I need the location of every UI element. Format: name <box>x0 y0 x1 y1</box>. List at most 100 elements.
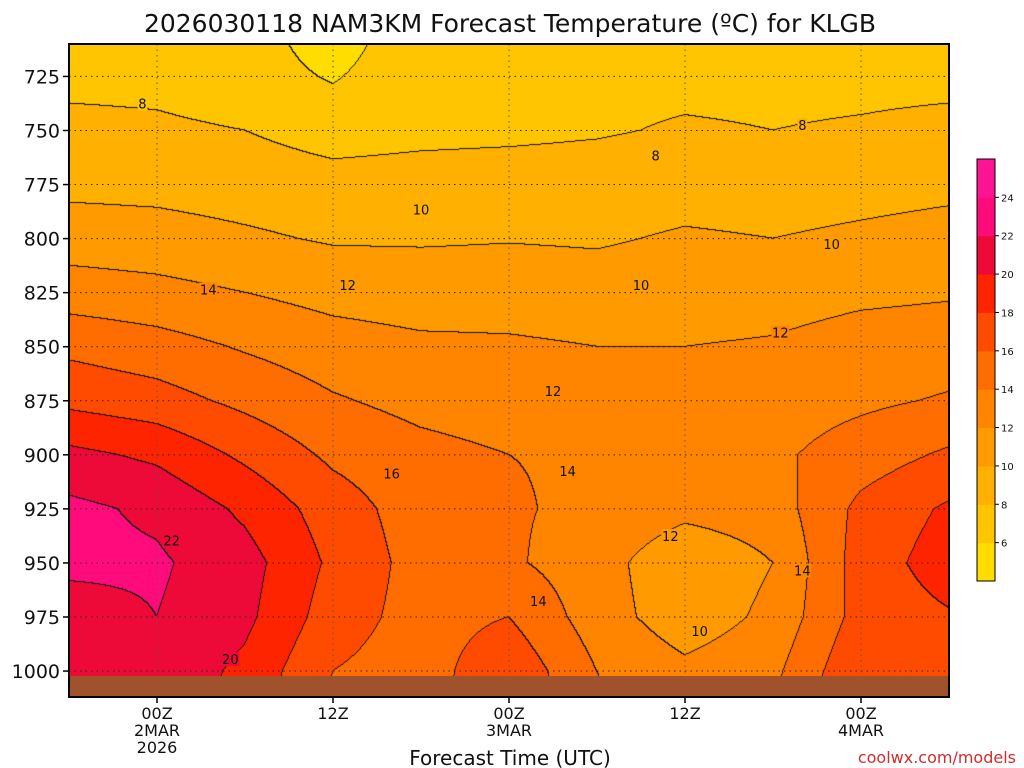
contour-label-text: 20 <box>222 653 239 668</box>
contour-label-text: 10 <box>633 279 650 294</box>
contour-label-text: 10 <box>691 625 708 640</box>
ground-band <box>69 676 949 697</box>
colorbar-tick: 14 <box>995 385 1014 396</box>
colorbar-swatch <box>977 159 995 198</box>
colorbar-swatch <box>977 427 995 467</box>
colorbar-tick-label: 10 <box>1001 462 1014 473</box>
contour-label: 14 <box>199 282 218 298</box>
x-tick-label: 12Z <box>669 704 700 723</box>
colorbar-swatch <box>977 274 995 313</box>
y-tick-label: 950 <box>24 553 60 575</box>
x-tick-label: 00Z <box>493 704 524 723</box>
y-tick: 750 <box>24 120 69 142</box>
gridlines <box>69 44 949 676</box>
contour-label-text: 12 <box>545 385 562 400</box>
colorbar-legend: 6 8 10 12 14 16 18 20 22 24 <box>976 158 1014 582</box>
x-tick-label: 00Z <box>845 704 876 723</box>
y-axis: 725 750 775 800 825 850 875 900 925 950 975 1000 <box>12 66 69 683</box>
contour-label: 8 <box>650 148 661 164</box>
colorbar-tick: 18 <box>995 308 1014 319</box>
x-tick: 12Z <box>317 697 349 723</box>
contour-label: 16 <box>382 466 401 482</box>
y-tick: 825 <box>24 283 69 305</box>
contour-label-text: 14 <box>200 283 217 298</box>
y-tick-label: 975 <box>24 607 60 629</box>
colorbar-tick: 22 <box>995 232 1014 243</box>
contour-label: 12 <box>661 528 680 545</box>
contour-label-text: 8 <box>138 98 146 113</box>
contour-label: 12 <box>771 325 790 342</box>
contour-label-text: 14 <box>794 565 811 580</box>
y-tick: 875 <box>24 391 69 413</box>
colorbar-tick: 20 <box>995 270 1014 281</box>
x-tick-label: 3MAR <box>486 721 532 740</box>
plot-area: 8 8 8 10 10 10 12 12 12 12 14 14 14 14 10 16 20 22 <box>68 43 950 698</box>
contour-label: 12 <box>544 384 562 400</box>
colorbar-tick: 24 <box>995 193 1014 204</box>
y-tick-label: 900 <box>24 445 60 467</box>
contour-label: 10 <box>822 237 841 253</box>
colorbar-swatch <box>977 235 995 275</box>
x-tick-label: 2MAR <box>134 721 180 740</box>
colorbar-tick-label: 18 <box>1001 308 1014 319</box>
y-tick: 725 <box>24 66 69 88</box>
colorbar-tick-label: 12 <box>1001 424 1014 435</box>
y-tick: 1000 <box>12 661 69 683</box>
y-tick: 900 <box>24 445 69 467</box>
colorbar-tick-label: 16 <box>1001 347 1014 358</box>
y-tick-label: 725 <box>24 66 60 88</box>
contour-label: 8 <box>797 118 808 134</box>
y-tick-label: 825 <box>24 283 60 305</box>
colorbar-tick-label: 24 <box>1001 193 1014 204</box>
y-tick-label: 875 <box>24 391 60 413</box>
x-tick-label: 12Z <box>317 704 348 723</box>
y-tick: 800 <box>24 229 69 251</box>
contour-label: 10 <box>632 278 650 294</box>
colorbar-frame <box>976 158 996 582</box>
contour-label-text: 8 <box>798 119 806 134</box>
colorbar-tick: 6 <box>995 539 1007 550</box>
x-axis-label: Forecast Time (UTC) <box>409 746 611 768</box>
y-tick-label: 850 <box>24 337 60 359</box>
chart-title: 2026030118 NAM3KM Forecast Temperature (… <box>144 9 876 38</box>
colorbar-tick: 16 <box>995 347 1014 358</box>
y-tick: 925 <box>24 499 69 521</box>
colorbar-tick-label: 6 <box>1001 539 1007 550</box>
colorbar-swatch <box>977 197 995 237</box>
contour-label: 22 <box>162 533 181 549</box>
x-tick-label: 00Z <box>141 704 172 723</box>
colorbar-tick-label: 14 <box>1001 385 1014 396</box>
contour-label-text: 16 <box>383 467 400 482</box>
y-tick: 775 <box>24 175 69 197</box>
colorbar-tick: 8 <box>995 500 1007 511</box>
colorbar-swatch <box>977 504 995 544</box>
contour-label: 20 <box>221 652 240 668</box>
y-tick-label: 775 <box>24 175 60 197</box>
x-tick-label: 2026 <box>137 738 178 757</box>
credit-text: coolwx.com/models <box>858 748 1016 767</box>
y-tick: 950 <box>24 553 69 575</box>
contour-label-text: 10 <box>413 203 430 218</box>
contour-label: 8 <box>137 96 148 113</box>
y-tick-label: 925 <box>24 499 60 521</box>
colorbar-swatch <box>977 465 995 505</box>
x-tick-label: 4MAR <box>838 721 884 740</box>
contour-label: 10 <box>412 202 430 218</box>
contour-label: 14 <box>793 563 812 580</box>
y-tick-label: 1000 <box>12 661 60 683</box>
colorbar-swatch <box>977 312 995 352</box>
y-tick: 850 <box>24 337 69 359</box>
colorbar-swatch <box>977 350 995 390</box>
y-tick-label: 750 <box>24 120 60 142</box>
contour-label-text: 12 <box>662 530 679 545</box>
contour-label-text: 8 <box>652 149 660 164</box>
colorbar-tick-label: 22 <box>1001 232 1014 243</box>
x-tick: 12Z <box>669 697 701 723</box>
colorbar-swatch <box>977 542 995 582</box>
contour-label-text: 22 <box>163 534 180 549</box>
contour-label: 12 <box>338 278 357 294</box>
